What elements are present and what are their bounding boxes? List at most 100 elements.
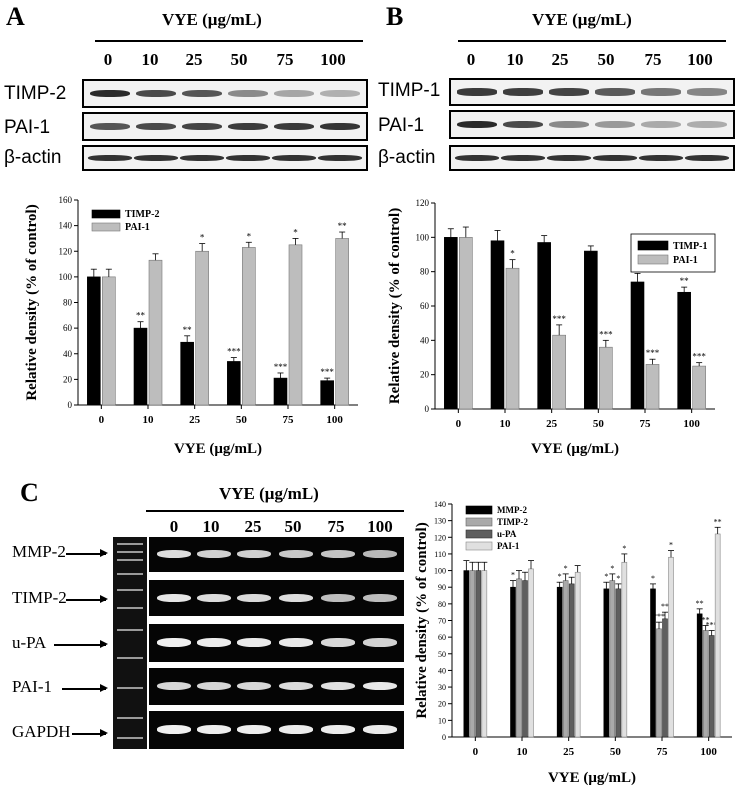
bar-mmp-2 [696,613,703,738]
bar-u-pa [522,580,528,738]
panel-a-divider [95,40,363,42]
bar-timp-2 [180,341,194,406]
significance-marker: ** [136,311,146,321]
panel-c-gel-label-timp2: TIMP-2 [12,588,67,607]
panel-a-conc-0: 0 [103,50,113,69]
bar-u-pa [475,570,482,738]
panel-a-vye-title: VYE (μg/mL) [162,10,262,29]
bar-pai-1 [481,570,488,738]
legend-swatch [465,517,493,527]
bar-u-pa [568,583,575,738]
panel-b-conc-50: 50 [597,50,615,69]
panel-b-blot-timp1 [449,78,735,106]
panel-letter-b: B [386,2,404,31]
y-tick-label: 20 [438,700,446,709]
panel-c-gel-label-upa: u-PA [12,633,47,652]
legend-label: MMP-2 [497,505,527,515]
panel-b-blot-label-actin: β-actin [378,147,436,168]
bar-pai-1 [195,250,209,406]
significance-marker: * [510,249,515,259]
legend-swatch [637,240,669,251]
legend-label: TIMP-2 [125,209,159,220]
y-tick-label: 30 [438,683,446,692]
x-tick-label: 50 [236,414,248,426]
bar-pai-1 [459,237,473,410]
significance-marker: *** [599,329,613,339]
y-tick-label: 120 [416,198,430,208]
panel-b-divider [458,40,726,42]
y-axis-label: Relative density (% of control) [387,208,403,404]
x-tick-label: 0 [99,414,105,426]
arrow-icon [54,641,108,647]
x-tick-label: 25 [189,414,201,426]
significance-marker: * [616,574,620,583]
x-tick-label: 75 [283,414,295,426]
panel-a-blot-label-timp2: TIMP-2 [4,83,67,104]
y-tick-label: 60 [63,323,73,333]
significance-marker: * [622,544,626,553]
panel-b-conc-100: 100 [687,50,713,69]
panel-c-vye-title: VYE (μg/mL) [219,484,319,503]
legend-label: u-PA [497,529,517,539]
significance-marker: ** [702,615,710,624]
significance-marker: *** [692,352,706,362]
y-tick-label: 160 [59,195,73,205]
bar-pai-1 [714,533,721,738]
bar-timp-2 [609,580,616,738]
legend-swatch [637,254,669,265]
x-tick-label: 10 [500,418,512,430]
x-tick-label: 100 [326,414,343,426]
significance-marker: * [247,231,252,241]
bar-u-pa [662,618,668,738]
panel-b-conc-75: 75 [644,50,662,69]
panel-letter-c: C [20,478,39,507]
panel-a-conc-100: 100 [320,50,346,69]
x-tick-label: 25 [563,746,575,758]
x-tick-label: 100 [700,746,717,758]
bar-timp-2 [320,380,334,406]
panel-a-blot-label-actin: β-actin [4,147,62,168]
bar-timp-1 [444,237,458,410]
y-tick-label: 120 [434,533,446,542]
significance-marker: * [651,574,655,583]
bar-mmp-2 [650,588,656,738]
y-tick-label: 140 [434,500,446,509]
panel-c-dna-ladder [113,537,147,749]
y-tick-label: 100 [434,567,446,576]
panel-c-gel-label-pai1: PAI-1 [12,677,52,696]
bar-mmp-2 [603,588,610,738]
bar-timp-2 [562,580,569,738]
bar-timp-2 [87,276,101,406]
bar-timp-2 [469,570,476,738]
arrow-icon [66,550,108,556]
bar-timp-2 [133,327,148,406]
significance-marker: * [293,227,298,237]
x-tick-label: 25 [546,418,558,430]
significance-marker: *** [320,367,334,377]
y-tick-label: 50 [438,650,446,659]
y-tick-label: 80 [438,600,446,609]
bar-pai-1 [242,247,256,406]
bar-pai-1 [505,267,520,410]
legend-label: PAI-1 [125,222,150,233]
y-tick-label: 80 [420,267,430,277]
legend-label: PAI-1 [497,541,520,551]
bar-pai-1 [599,346,613,410]
legend-box [630,233,716,273]
y-tick-label: 60 [438,633,446,642]
bar-pai-1 [528,568,534,738]
bar-mmp-2 [556,586,563,738]
bar-timp-2 [656,628,662,738]
y-tick-label: 120 [59,246,73,256]
significance-marker: *** [646,348,660,358]
y-tick-label: 0 [68,400,73,410]
panel-c-conc-50: 50 [284,517,302,536]
y-tick-label: 0 [425,404,430,414]
panel-b-blot-pai1 [449,110,735,139]
legend-swatch [465,529,493,539]
arrow-icon [66,596,108,602]
y-tick-label: 0 [442,733,446,742]
arrow-icon [72,730,108,736]
significance-marker: * [558,572,562,581]
